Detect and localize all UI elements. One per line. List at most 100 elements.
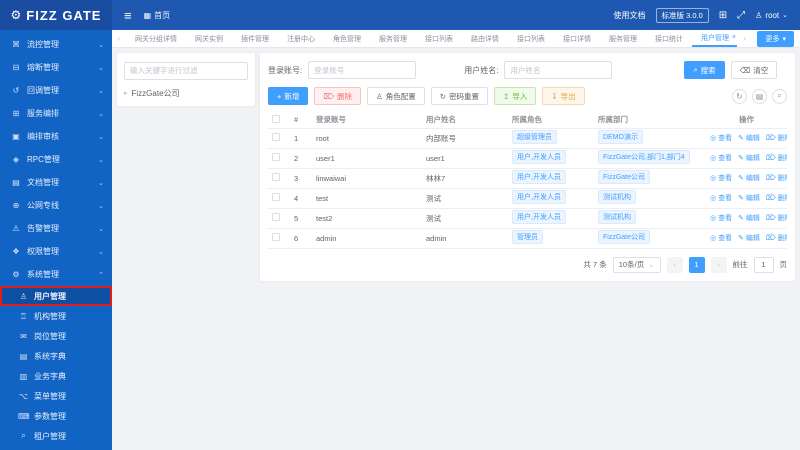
tab-api-list-2[interactable]: 接口列表 bbox=[517, 35, 545, 43]
tab-api-stats[interactable]: 接口统计 bbox=[655, 35, 683, 43]
col-index: # bbox=[290, 112, 312, 129]
edit-link[interactable]: ✎ 编辑 bbox=[738, 195, 760, 202]
delete-link[interactable]: ⌦ 删除 bbox=[765, 235, 787, 242]
more-tabs-button[interactable]: 更多 ▾ bbox=[757, 30, 794, 47]
search-button[interactable]: ⌕ 搜索 bbox=[684, 61, 725, 79]
password-reset-button[interactable]: ↻ 密码重置 bbox=[430, 87, 489, 105]
tree-node-root[interactable]: ▸ FizzGate公司 bbox=[124, 88, 180, 98]
sidebar-item-flow-control[interactable]: ⌘ 流控管理 ⌄ bbox=[12, 40, 104, 49]
edit-link[interactable]: ✎ 编辑 bbox=[738, 135, 760, 142]
delete-button[interactable]: ⌦ 删除 bbox=[314, 87, 361, 105]
sidebar-item-circuit-breaker[interactable]: ⊟ 熔断管理 ⌄ bbox=[0, 56, 112, 79]
row-checkbox[interactable] bbox=[272, 153, 280, 161]
select-all-checkbox[interactable] bbox=[272, 114, 280, 123]
tab-service-mgmt[interactable]: 服务管理 bbox=[379, 35, 407, 43]
tab-user-mgmt[interactable]: 用户管理 × bbox=[692, 30, 738, 47]
hamburger-icon[interactable]: ≡ bbox=[124, 7, 132, 23]
delete-link[interactable]: ⌦ 删除 bbox=[765, 135, 787, 142]
edit-link[interactable]: ✎ 编辑 bbox=[738, 175, 760, 182]
edit-link[interactable]: ✎ 编辑 bbox=[738, 215, 760, 222]
close-icon[interactable]: × bbox=[732, 34, 737, 41]
sidebar-item-callback[interactable]: ↺ 回调管理 ⌄ bbox=[0, 79, 112, 102]
row-checkbox[interactable] bbox=[272, 193, 280, 201]
delete-link[interactable]: ⌦ 删除 bbox=[765, 175, 787, 182]
sidebar-item-orchestration[interactable]: ⊞ 服务编排 ⌄ bbox=[0, 102, 112, 125]
role-tag: 超级管理员 bbox=[512, 130, 557, 144]
delete-link[interactable]: ⌦ 删除 bbox=[765, 155, 787, 162]
expand-arrow-icon[interactable]: ▸ bbox=[124, 90, 128, 97]
docs-link[interactable]: 使用文档 bbox=[613, 10, 646, 20]
edit-link[interactable]: ✎ 编辑 bbox=[738, 155, 760, 162]
column-settings-icon[interactable]: ▤ bbox=[752, 88, 767, 104]
role-config-button[interactable]: ♙ 角色配置 bbox=[367, 87, 425, 105]
tab-gateway-group-detail[interactable]: 网关分组详情 bbox=[135, 35, 177, 43]
main-content: ▸ FizzGate公司 登录账号: 用户姓名: ⌕ 搜索 ⌫ 清空 +新增 bbox=[112, 48, 800, 450]
gift-icon[interactable]: ⊞ bbox=[718, 9, 728, 21]
sidebar-subitem-system-dict[interactable]: ▤ 系统字典 bbox=[19, 351, 66, 361]
tab-gateway-instance[interactable]: 网关实例 bbox=[195, 35, 223, 43]
sidebar-subitem-post-mgmt[interactable]: ✉ 岗位管理 bbox=[0, 326, 112, 346]
row-checkbox[interactable] bbox=[272, 213, 280, 221]
tab-api-list[interactable]: 接口列表 bbox=[425, 35, 453, 43]
sidebar-item-system[interactable]: ⚙ 系统管理 ⌃ bbox=[0, 263, 112, 286]
sidebar-subitem-org-mgmt[interactable]: ♖ 机构管理 bbox=[19, 311, 66, 321]
prev-page-button[interactable]: ‹ bbox=[666, 256, 683, 273]
view-link[interactable]: ◎ 查看 bbox=[710, 195, 733, 202]
sidebar-item-docs[interactable]: ▤ 文档管理 ⌄ bbox=[0, 171, 112, 194]
sidebar-subitem-param-mgmt[interactable]: ⌨ 参数管理 bbox=[18, 411, 66, 421]
user-menu[interactable]: ♙ root ⌄ bbox=[755, 11, 788, 20]
delete-link[interactable]: ⌦ 删除 bbox=[765, 195, 787, 202]
person-icon: ♙ bbox=[376, 91, 383, 101]
page-unit-label: 页 bbox=[779, 260, 788, 269]
sidebar-item-orchestration-audit[interactable]: ▣ 编排审核 ⌄ bbox=[0, 125, 112, 148]
tabs-scroll-left-icon[interactable]: ‹ bbox=[117, 34, 121, 43]
goto-page-input[interactable] bbox=[753, 256, 774, 273]
view-link[interactable]: ◎ 查看 bbox=[710, 235, 733, 242]
edit-link[interactable]: ✎ 编辑 bbox=[738, 235, 760, 242]
tab-api-detail[interactable]: 接口详情 bbox=[563, 35, 591, 43]
pencil-icon: ✎ bbox=[738, 195, 744, 202]
tab-plugin-mgmt[interactable]: 插件管理 bbox=[241, 35, 269, 43]
row-checkbox[interactable] bbox=[272, 173, 280, 181]
page-number-button[interactable]: 1 bbox=[688, 256, 705, 273]
tab-route-detail[interactable]: 路由详情 bbox=[471, 35, 499, 43]
fullscreen-icon[interactable]: ⤢ bbox=[737, 9, 746, 21]
row-checkbox[interactable] bbox=[272, 133, 280, 141]
delete-link[interactable]: ⌦ 删除 bbox=[765, 215, 787, 222]
trash-icon: ⌦ bbox=[323, 91, 334, 101]
sidebar-item-permissions[interactable]: ❖ 权限管理 ⌄ bbox=[0, 240, 112, 263]
refresh-icon[interactable]: ↻ bbox=[732, 88, 747, 104]
tab-registry-center[interactable]: 注册中心 bbox=[287, 35, 315, 43]
chevron-down-icon: ⌄ bbox=[98, 248, 104, 256]
page-size-select[interactable]: 10条/页 ⌄ bbox=[612, 256, 661, 273]
sidebar-subitem-business-dict[interactable]: ▥ 业务字典 bbox=[19, 371, 66, 381]
user-table: # 登录账号 用户姓名 所属角色 所属部门 操作 1 root 内部账号 超级管… bbox=[268, 112, 787, 249]
search-icon[interactable]: ⌕ bbox=[772, 88, 787, 104]
tab-service-mgmt-2[interactable]: 服务管理 bbox=[609, 35, 637, 43]
tab-role-mgmt[interactable]: 角色管理 bbox=[333, 35, 361, 43]
add-button[interactable]: + 新增 bbox=[268, 87, 309, 105]
fizzgate-logo: ⚙ FIZZ GATE bbox=[0, 0, 112, 30]
view-link[interactable]: ◎ 查看 bbox=[710, 215, 733, 222]
name-input[interactable] bbox=[504, 61, 613, 79]
sidebar-item-alerts[interactable]: ⚠ 告警管理 ⌄ bbox=[0, 217, 112, 240]
next-page-button[interactable]: › bbox=[710, 256, 727, 273]
sidebar-subitem-tenant-mgmt[interactable]: ⌕ 租户管理 bbox=[0, 426, 112, 446]
home-breadcrumb[interactable]: ▦ 首页 bbox=[143, 10, 171, 20]
pencil-icon: ✎ bbox=[738, 135, 744, 142]
sidebar-subitem-menu-mgmt[interactable]: ⌥ 菜单管理 bbox=[18, 391, 66, 401]
sidebar-item-rpc[interactable]: ◈ RPC管理 ⌄ bbox=[0, 148, 112, 171]
tree-filter-input[interactable] bbox=[124, 61, 248, 80]
export-button[interactable]: ↧ 导出 bbox=[542, 87, 585, 105]
sidebar-subitem-user-mgmt[interactable]: ♙ 用户管理 bbox=[0, 286, 112, 306]
search-icon: ⌕ bbox=[21, 431, 26, 440]
import-button[interactable]: ↥ 导入 bbox=[494, 87, 537, 105]
sidebar-item-public-line[interactable]: ⊕ 公网专线 ⌄ bbox=[0, 194, 112, 217]
view-link[interactable]: ◎ 查看 bbox=[710, 155, 733, 162]
view-link[interactable]: ◎ 查看 bbox=[710, 175, 733, 182]
view-link[interactable]: ◎ 查看 bbox=[710, 135, 733, 142]
clear-button[interactable]: ⌫ 清空 bbox=[730, 61, 778, 79]
row-checkbox[interactable] bbox=[272, 233, 280, 241]
account-input[interactable] bbox=[308, 61, 417, 79]
tabs-scroll-right-icon[interactable]: › bbox=[743, 34, 746, 43]
